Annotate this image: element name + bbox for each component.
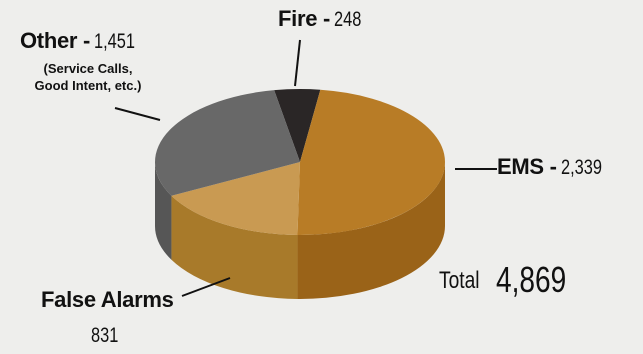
false-alarms-value: 831	[91, 324, 119, 347]
slice-label-fire: Fire - 248	[278, 6, 370, 31]
other-value: 1,451	[94, 30, 136, 53]
ems-value: 2,339	[561, 156, 603, 179]
pie-sides	[155, 162, 445, 299]
slice-top-ems	[297, 89, 446, 236]
leader-line-false	[181, 277, 231, 297]
other-note: (Service Calls, Good Intent, etc.)	[8, 60, 168, 94]
slice-label-other: Other - 1,451	[20, 28, 147, 53]
total-value: 4,869	[496, 259, 567, 300]
fire-value: 248	[334, 8, 362, 31]
slice-top-other	[154, 90, 300, 196]
total-label-wrap: Total	[439, 269, 490, 293]
false-alarms-category: False Alarms	[41, 287, 174, 312]
slice-top-false	[171, 162, 300, 235]
slice-top-fire	[274, 89, 321, 162]
total-label: Total	[439, 267, 480, 294]
fire-category: Fire -	[278, 6, 330, 31]
leader-line-fire	[294, 39, 301, 87]
slice-side-ems	[297, 162, 445, 299]
pie-tops	[154, 89, 446, 236]
slice-side-false	[171, 195, 298, 299]
slice-label-ems: EMS - 2,339	[497, 154, 614, 179]
leader-lines	[114, 39, 497, 297]
other-category: Other -	[20, 28, 91, 53]
other-note-line-2: Good Intent, etc.)	[34, 78, 142, 93]
leader-line-other	[114, 107, 161, 121]
other-note-line-1: (Service Calls,	[43, 61, 133, 76]
ems-category: EMS -	[497, 154, 557, 179]
slice-side-other	[155, 162, 172, 260]
